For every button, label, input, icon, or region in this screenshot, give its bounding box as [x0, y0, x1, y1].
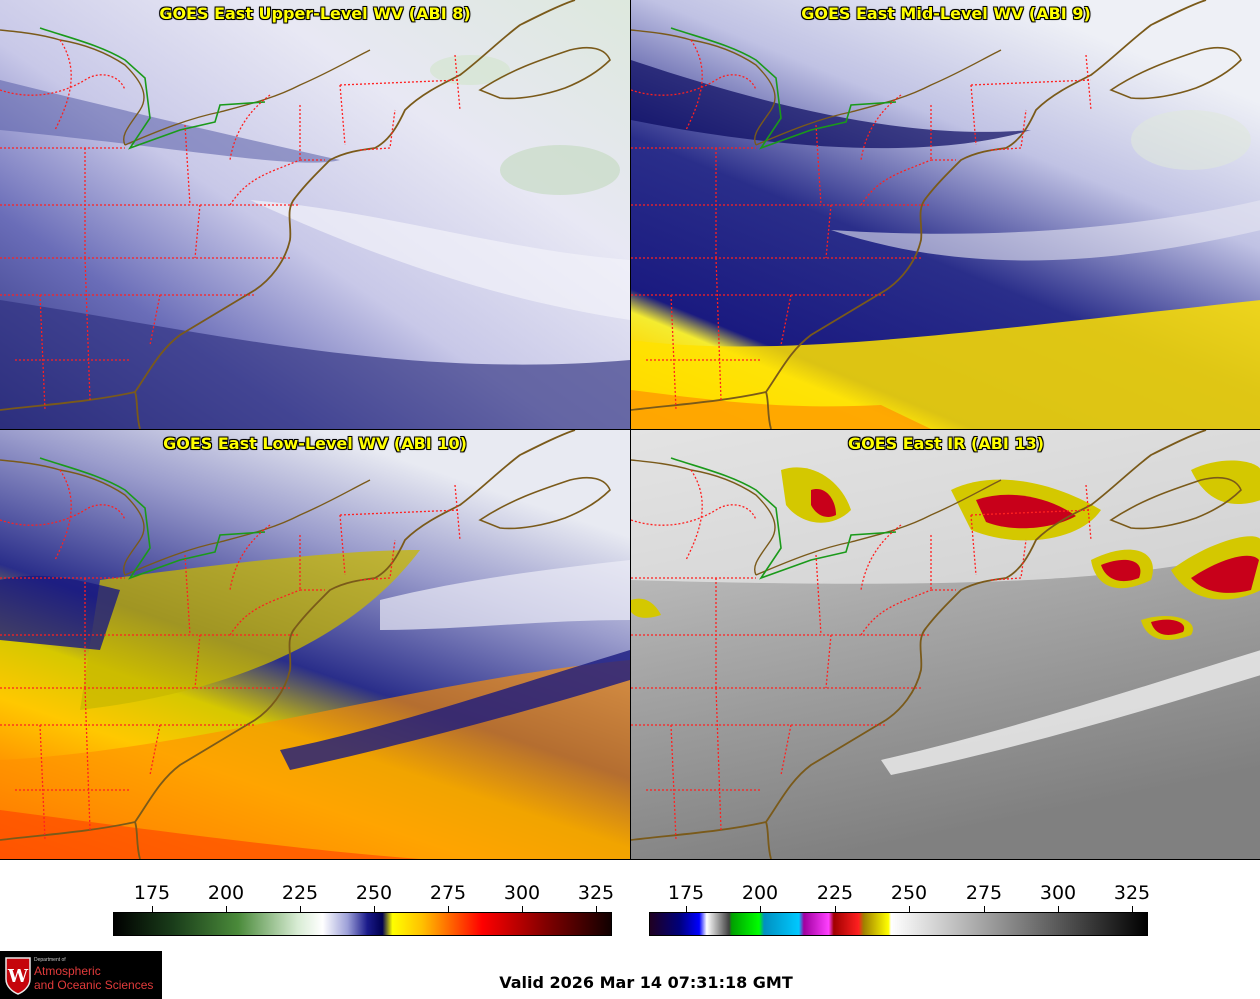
ir-colorbar-gradient: [649, 912, 1148, 936]
wv-tick-label: 325: [577, 882, 615, 904]
panel-mid-level-wv: GOES East Mid-Level WV (ABI 9): [631, 0, 1260, 429]
ir-tick-label: 300: [1039, 882, 1077, 904]
ir-tick-mark: [1132, 906, 1133, 913]
low-level-wv-image: [0, 430, 630, 859]
wv-tick-mark: [152, 906, 153, 913]
ir-image: [631, 430, 1260, 859]
ir-tick-mark: [760, 906, 761, 913]
ir-tick-label: 200: [741, 882, 779, 904]
panel-title: GOES East Low-Level WV (ABI 10): [163, 434, 467, 453]
ir-tick-mark: [686, 906, 687, 913]
wv-tick-label: 225: [281, 882, 319, 904]
logo-dept: Department of: [34, 957, 66, 963]
wv-tick-mark: [522, 906, 523, 913]
logo-line2: and Oceanic Sciences: [34, 978, 154, 992]
panel-title: GOES East IR (ABI 13): [847, 434, 1045, 453]
aos-logo: W Department of Atmospheric and Oceanic …: [0, 951, 162, 999]
wv-tick-label: 300: [503, 882, 541, 904]
valid-time: Valid 2026 Mar 14 07:31:18 GMT: [499, 973, 793, 992]
wv-tick-mark: [374, 906, 375, 913]
wv-colorbar-gradient: [113, 912, 612, 936]
panel-bottom-border: [0, 859, 1260, 860]
ir-tick-mark: [909, 906, 910, 913]
ir-tick-label: 325: [1113, 882, 1151, 904]
panel-divider-horizontal: [0, 429, 1260, 430]
panel-title: GOES East Upper-Level WV (ABI 8): [159, 4, 471, 23]
uw-crest-icon: W: [5, 957, 31, 995]
ir-tick-mark: [835, 906, 836, 913]
ir-tick-label: 175: [667, 882, 705, 904]
panel-upper-level-wv: GOES East Upper-Level WV (ABI 8): [0, 0, 630, 429]
wv-tick-label: 275: [429, 882, 467, 904]
mid-level-wv-image: [631, 0, 1260, 429]
wv-tick-mark: [448, 906, 449, 913]
panel-low-level-wv: GOES East Low-Level WV (ABI 10): [0, 430, 630, 859]
panel-title: GOES East Mid-Level WV (ABI 9): [801, 4, 1091, 23]
ir-tick-label: 250: [890, 882, 928, 904]
ir-tick-mark: [984, 906, 985, 913]
wv-tick-mark: [596, 906, 597, 913]
logo-line1: Atmospheric: [34, 964, 101, 978]
wv-tick-mark: [226, 906, 227, 913]
logo-letter: W: [7, 966, 29, 987]
ir-tick-label: 225: [816, 882, 854, 904]
upper-level-wv-image: [0, 0, 630, 429]
ir-tick-mark: [1058, 906, 1059, 913]
wv-tick-label: 175: [133, 882, 171, 904]
wv-tick-label: 200: [207, 882, 245, 904]
panel-ir: GOES East IR (ABI 13): [631, 430, 1260, 859]
wv-tick-mark: [300, 906, 301, 913]
wv-tick-label: 250: [355, 882, 393, 904]
ir-tick-label: 275: [965, 882, 1003, 904]
